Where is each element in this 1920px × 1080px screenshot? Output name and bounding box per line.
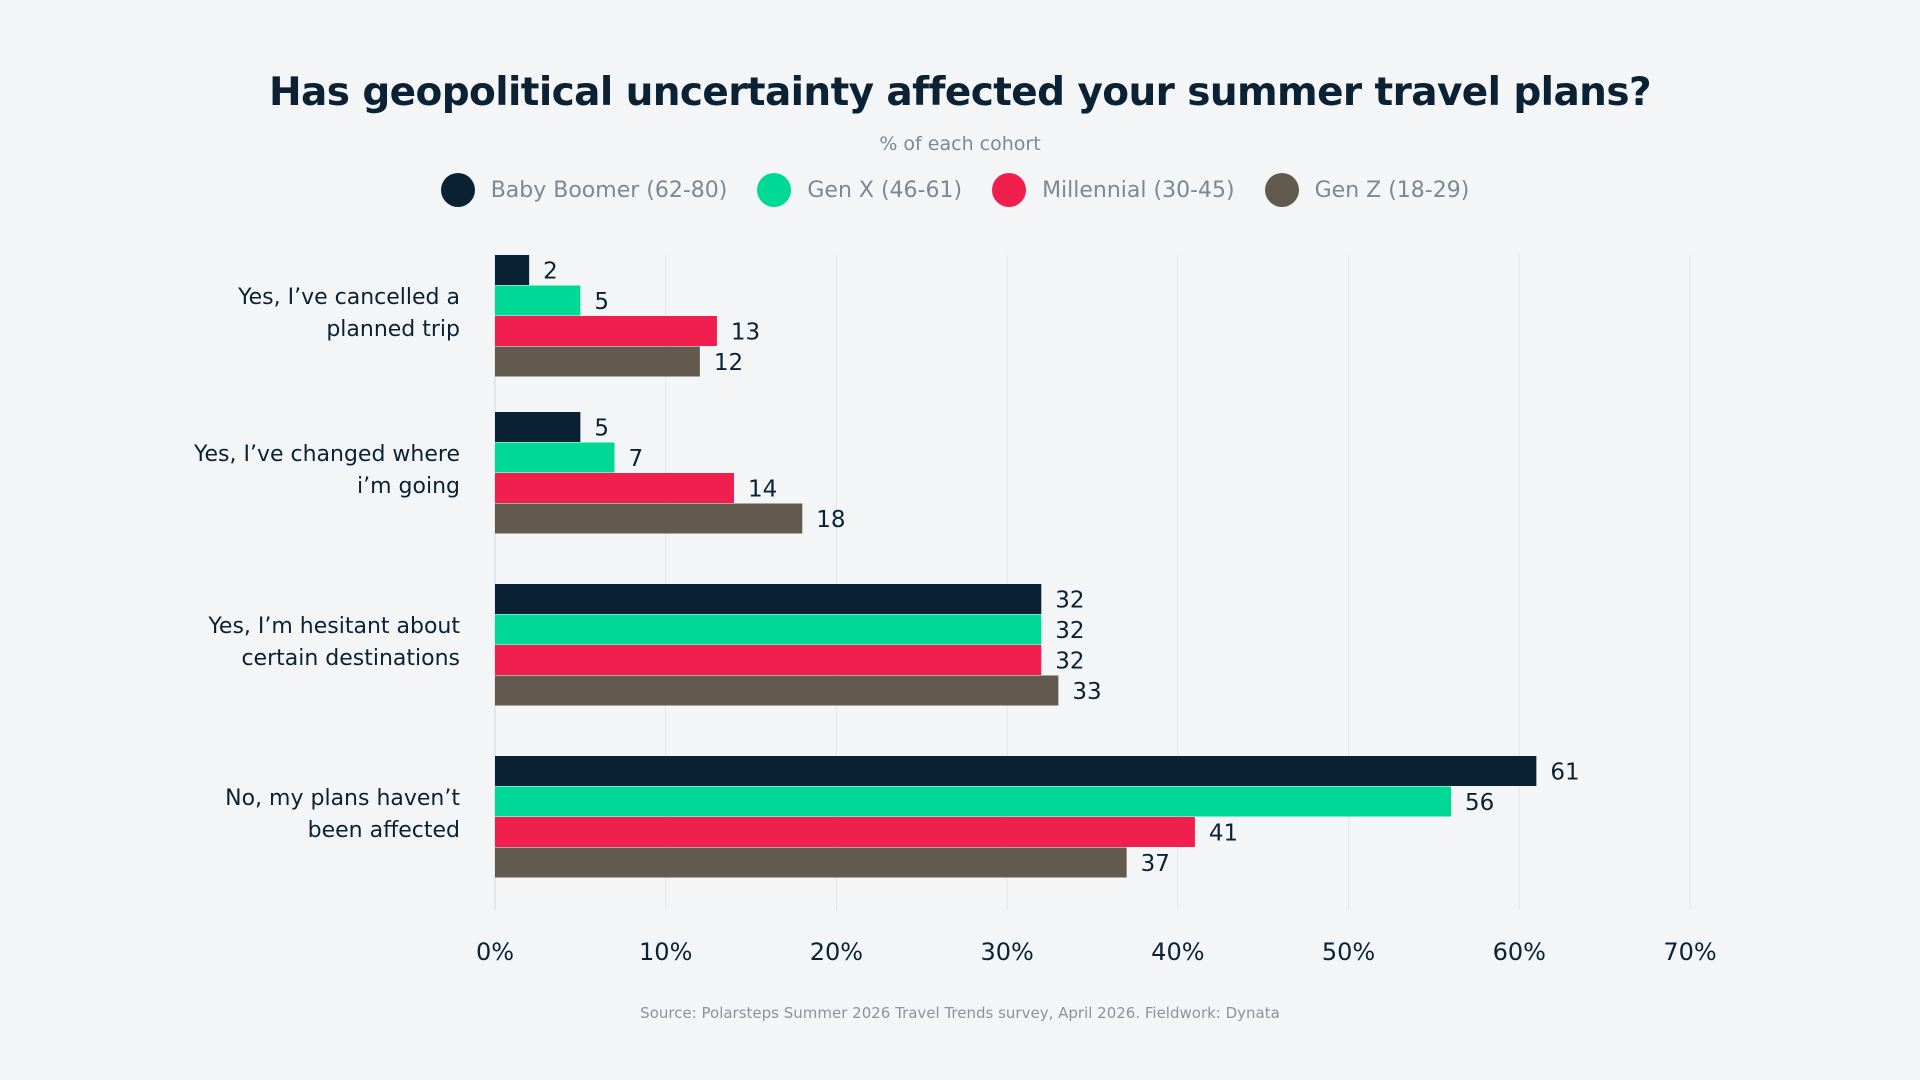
data-label: 14 [748, 476, 777, 502]
category-label: No, my plans haven’t [225, 786, 460, 811]
x-tick-label: 30% [980, 938, 1033, 966]
bar [495, 473, 734, 503]
category-label: Yes, I’m hesitant about [207, 614, 460, 639]
category-label: i’m going [357, 474, 460, 499]
bar [495, 817, 1195, 847]
legend-item-baby-boomer: Baby Boomer (62-80) [440, 173, 728, 207]
data-label: 32 [1055, 648, 1084, 674]
data-label: 5 [594, 415, 609, 441]
bar [495, 346, 700, 377]
bar [495, 316, 717, 346]
bar [495, 786, 1451, 817]
category-label: Yes, I’ve changed where [193, 442, 460, 467]
category-label: planned trip [326, 317, 460, 342]
legend: Baby Boomer (62-80) Gen X (46-61) Millen… [0, 173, 1920, 207]
legend-label-millennial: Millennial (30-45) [1042, 177, 1235, 203]
data-label: 12 [714, 350, 743, 376]
data-label: 2 [543, 258, 558, 284]
chart-title: Has geopolitical uncertainty affected yo… [269, 70, 1652, 115]
category-label: Yes, I’ve cancelled a [237, 285, 460, 310]
data-label: 33 [1072, 679, 1101, 705]
bar [495, 412, 581, 442]
legend-label-baby-boomer: Baby Boomer (62-80) [490, 177, 728, 203]
x-tick-label: 10% [639, 938, 692, 966]
x-tick-label: 40% [1151, 938, 1204, 966]
x-tick-label: 20% [810, 938, 863, 966]
legend-label-gen-z: Gen Z (18-29) [1314, 177, 1470, 203]
legend-swatch-millennial [992, 173, 1027, 207]
chart-subtitle: % of each cohort [879, 133, 1041, 155]
data-label: 56 [1465, 790, 1494, 816]
data-label: 18 [816, 507, 845, 533]
source-note: Source: Polarsteps Summer 2026 Travel Tr… [640, 1004, 1280, 1022]
legend-swatch-gen-z [1264, 173, 1299, 207]
bar [495, 756, 1537, 786]
category-label: certain destinations [241, 646, 460, 671]
legend-item-millennial: Millennial (30-45) [992, 173, 1235, 207]
legend-swatch-baby-boomer [440, 173, 475, 207]
bar [495, 675, 1059, 706]
bar [495, 255, 530, 285]
bar [495, 847, 1127, 878]
bar [495, 614, 1042, 645]
data-label: 32 [1055, 587, 1084, 613]
data-label: 7 [629, 446, 644, 472]
data-label: 61 [1550, 759, 1579, 785]
category-label: been affected [308, 818, 460, 843]
legend-label-gen-x: Gen X (46-61) [807, 177, 963, 203]
x-tick-label: 70% [1663, 938, 1716, 966]
x-tick-label: 0% [476, 938, 514, 966]
legend-swatch-gen-x [757, 173, 792, 207]
bar [495, 503, 803, 534]
data-label: 32 [1055, 618, 1084, 644]
bar [495, 645, 1042, 675]
data-label: 13 [731, 319, 760, 345]
data-label: 41 [1209, 820, 1238, 846]
bar [495, 285, 581, 316]
data-label: 5 [594, 289, 609, 315]
x-tick-label: 60% [1493, 938, 1546, 966]
bar [495, 442, 615, 473]
x-tick-label: 50% [1322, 938, 1375, 966]
legend-item-gen-z: Gen Z (18-29) [1264, 173, 1470, 207]
legend-item-gen-x: Gen X (46-61) [757, 173, 962, 207]
bar [495, 584, 1042, 614]
data-label: 37 [1141, 851, 1170, 877]
